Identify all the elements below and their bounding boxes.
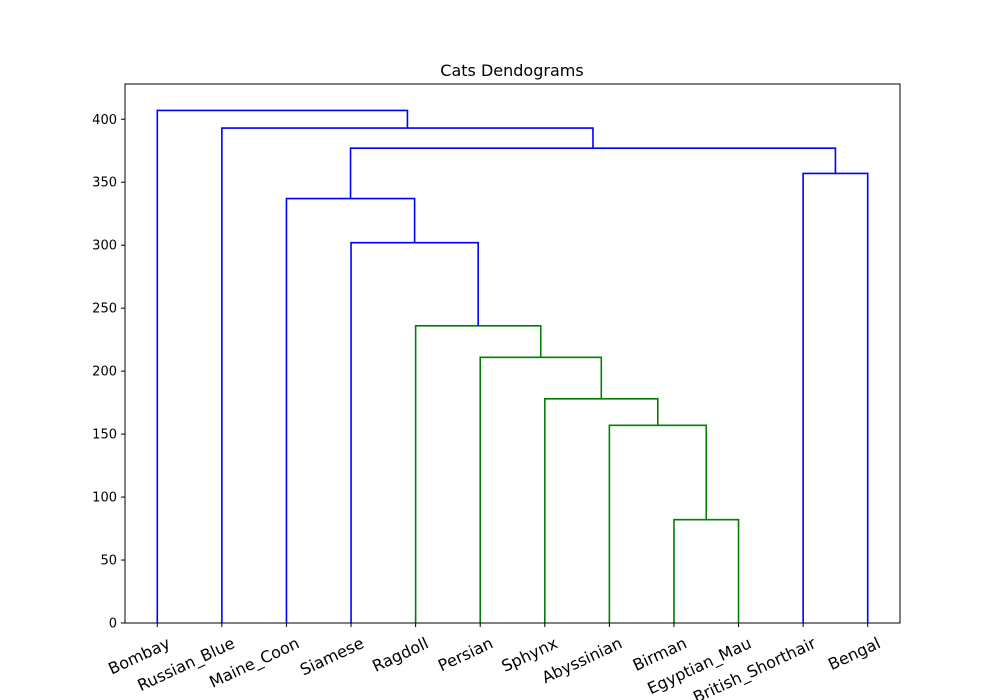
- chart-title: Cats Dendograms: [440, 61, 583, 80]
- leaf-label-siamese: Siamese: [297, 633, 367, 679]
- y-tick-label: 50: [100, 554, 117, 569]
- leaf-label-ragdoll: Ragdoll: [369, 633, 431, 675]
- plot-frame: [124, 83, 901, 624]
- leaf-label-persian: Persian: [435, 633, 496, 675]
- y-tick-label: 400: [92, 113, 117, 128]
- leaf-label-bengal: Bengal: [825, 633, 883, 674]
- y-tick-label: 0: [109, 617, 117, 632]
- y-tick-label: 250: [92, 302, 117, 317]
- y-tick-label: 200: [92, 365, 117, 380]
- dendrogram-link-1: [673, 518, 740, 623]
- dendrogram-link-8: [802, 172, 869, 623]
- y-tick-label: 100: [92, 491, 117, 506]
- dendrogram-link-5: [414, 324, 542, 623]
- dendrogram-link-6: [350, 241, 479, 623]
- y-tick-label: 150: [92, 428, 117, 443]
- dendrogram-link-10: [221, 127, 594, 623]
- dendrogram-link-11: [156, 109, 409, 623]
- dendrogram-link-4: [479, 356, 603, 623]
- y-axis: 0 50 100 150 200 250 300 350 400: [92, 113, 125, 632]
- y-tick-label: 300: [92, 239, 117, 254]
- dendrogram-link-9: [349, 147, 837, 199]
- dendrogram-link-2: [608, 424, 708, 623]
- y-tick-label: 350: [92, 176, 117, 191]
- dendrogram-link-3: [543, 398, 659, 623]
- dendrogram-links: [156, 109, 869, 623]
